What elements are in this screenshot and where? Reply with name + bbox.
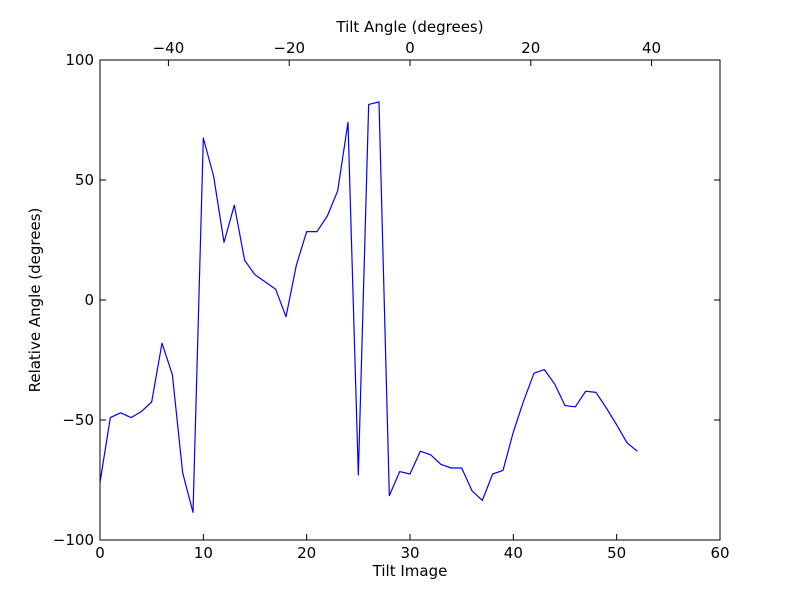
x-tick-label: 40	[504, 544, 523, 562]
series-line-0	[99, 101, 638, 514]
x-tick-label: 60	[710, 544, 729, 562]
top-x-tick-label: 40	[642, 39, 661, 57]
top-x-tick-label: 20	[521, 39, 540, 57]
y-tick-label: 100	[65, 51, 94, 69]
top-x-axis-title: Tilt Angle (degrees)	[335, 18, 483, 36]
x-tick-label: 0	[95, 544, 105, 562]
y-tick-label: 0	[84, 291, 94, 309]
x-axis-title: Tilt Image	[372, 562, 448, 580]
ticks-layer: 0 10 20 30 40 50 60 −40 −20 0 20 40 −100 −50 0 50 100	[53, 39, 730, 562]
y-tick-label: −50	[62, 411, 94, 429]
x-tick-label: 30	[400, 544, 419, 562]
x-tick-label: 50	[607, 544, 626, 562]
series-layer	[99, 101, 638, 514]
y-axis-title: Relative Angle (degrees)	[26, 208, 44, 393]
y-tick-label: 50	[75, 171, 94, 189]
top-x-tick-label: −20	[273, 39, 305, 57]
top-x-tick-label: −40	[153, 39, 185, 57]
y-tick-label: −100	[53, 531, 94, 549]
top-x-tick-label: 0	[405, 39, 415, 57]
x-tick-label: 10	[194, 544, 213, 562]
x-tick-label: 20	[297, 544, 316, 562]
